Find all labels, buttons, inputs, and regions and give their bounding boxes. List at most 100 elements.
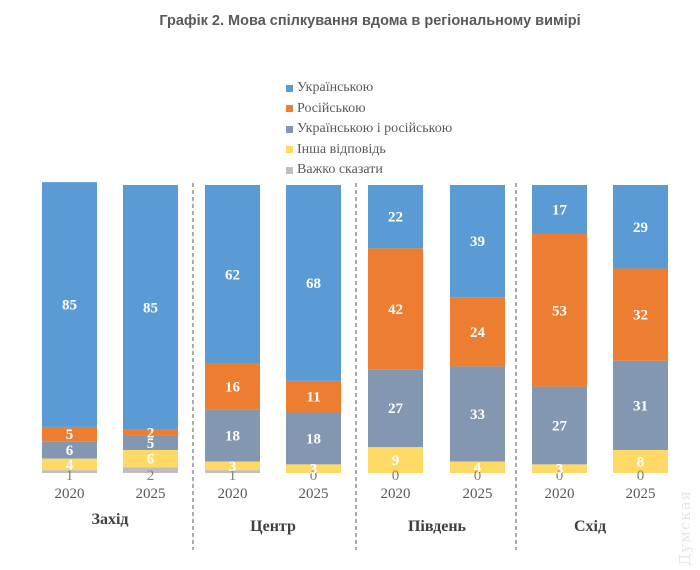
bar-segment [450,185,505,298]
data-label: 27 [388,401,404,417]
chart-title: Графік 2. Мова спілкування вдома в регіо… [159,13,581,29]
watermark: Думская [676,490,694,566]
data-label: 62 [225,267,240,283]
data-label: 33 [470,407,485,423]
data-label: 2 [147,426,155,442]
data-label: 0 [474,468,482,484]
x-tick-label: 2025 [626,486,656,502]
legend-label-ukrainian: Українською [297,80,374,95]
data-label: 0 [392,468,400,484]
legend-item-both: Українською і російською [286,119,452,140]
data-label: 2 [147,468,155,484]
data-label: 6 [147,452,155,468]
data-label: 17 [552,202,568,218]
legend-swatch-both [286,125,293,133]
data-label: 16 [225,380,241,396]
legend-item-other: Інша відповідь [286,140,452,161]
bar-segment [42,470,97,473]
x-tick-label: 2020 [545,486,575,502]
bar-segment [286,185,341,381]
legend: Українською Російською Українською і рос… [286,78,452,181]
group-label: Центр [250,518,296,535]
bar-segment [613,360,668,450]
data-label: 1 [66,468,74,484]
bar-segment [450,366,505,462]
data-label: 0 [310,468,318,484]
data-label: 42 [388,302,403,318]
bar-segment [205,461,260,471]
x-tick-label: 2020 [55,486,85,502]
bar-segment [42,182,97,427]
data-label: 18 [306,431,321,447]
bar-segment [42,441,97,459]
data-label: 0 [556,468,564,484]
bar-segment [123,429,178,436]
group-label: Схід [574,518,606,535]
data-label: 3 [310,462,318,478]
group-label: Південь [408,518,467,535]
data-label: 27 [552,418,568,434]
bar-segment [532,464,587,473]
bar-segment [286,380,341,413]
legend-label-both: Українською і російською [297,121,453,136]
legend-label-hard-to-say: Важко сказати [297,162,383,177]
bar-segment [205,363,260,410]
x-tick-label: 2020 [381,486,411,502]
x-tick-label: 2025 [463,486,493,502]
data-label: 32 [633,308,648,324]
legend-label-other: Інша відповідь [297,141,386,157]
bar-segment [450,297,505,367]
legend-swatch-hard-to-say [286,166,293,174]
legend-swatch-russian [286,105,293,113]
data-label: 9 [392,453,400,469]
data-label: 1 [229,468,237,484]
bar-segment [123,449,178,468]
bar-segment [123,467,178,473]
legend-item-russian: Російською [286,99,452,120]
bar-segment [205,409,260,462]
bar-segment [368,185,423,249]
legend-label-russian: Російською [297,100,366,116]
bar-segment [613,268,668,361]
data-label: 29 [633,220,648,236]
data-label: 53 [552,303,567,319]
data-label: 18 [225,429,240,445]
data-label: 0 [637,468,645,484]
bar-segment [205,470,260,473]
group-label: Захід [92,511,129,528]
bar-segment [450,461,505,473]
bar-segment [532,233,587,387]
data-label: 31 [633,398,648,414]
data-label: 85 [143,300,158,316]
data-label: 4 [474,460,482,476]
bar-segment [286,464,341,473]
data-label: 5 [147,436,155,452]
data-label: 68 [306,276,321,292]
bar-segment [286,412,341,465]
legend-swatch-other [286,146,293,154]
bar-segment [613,449,668,473]
data-label: 24 [470,325,486,341]
data-label: 3 [556,462,564,478]
bar-segment [123,435,178,450]
data-label: 6 [66,443,74,459]
data-label: 22 [388,210,403,226]
data-label: 3 [229,459,237,475]
bar-segment [42,426,97,442]
data-label: 5 [66,427,74,443]
x-tick-label: 2025 [136,486,166,502]
legend-item-ukrainian: Українською [286,78,452,99]
data-label: 85 [62,298,77,314]
x-tick-label: 2020 [218,486,248,502]
bar-segment [42,458,97,471]
data-label: 8 [637,454,645,470]
x-tick-label: 2025 [299,486,329,502]
bar-segment [532,386,587,465]
bar-segment [368,369,423,448]
legend-swatch-ukrainian [286,84,293,92]
bar-segment [123,185,178,430]
data-label: 39 [470,234,485,250]
bar-segment [205,185,260,364]
